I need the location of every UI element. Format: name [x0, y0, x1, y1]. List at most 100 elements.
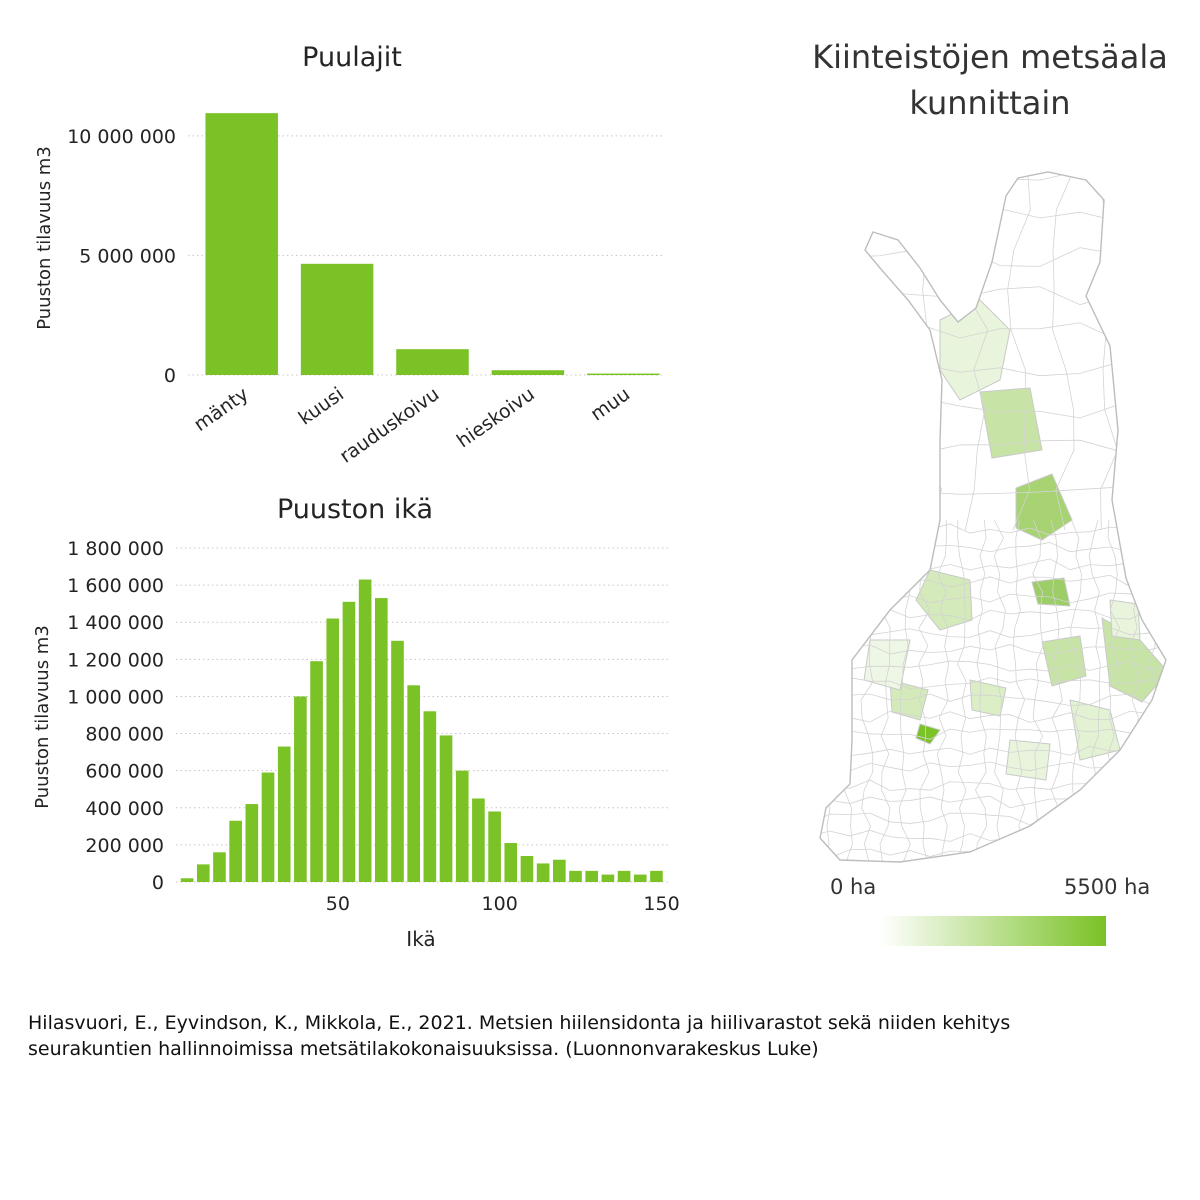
- age-bar-5: [180, 878, 194, 882]
- map-border-line: [1007, 172, 1031, 531]
- age-bar-65: [374, 598, 388, 882]
- map-border-line: [1052, 172, 1075, 531]
- age-bar-110: [520, 856, 534, 882]
- age-bar-150: [650, 870, 663, 882]
- map-border-line: [839, 172, 1161, 189]
- map-border-line: [820, 745, 1166, 757]
- age-y-tick-label: 1 200 000: [67, 649, 164, 671]
- age-bar-55: [342, 601, 356, 882]
- map-border-line: [820, 677, 1166, 690]
- map-region: [1031, 577, 1071, 607]
- age-x-tick-label: 100: [482, 893, 518, 915]
- map-border-line: [1032, 519, 1044, 862]
- age-x-tick-label: 50: [326, 893, 350, 915]
- age-bar-90: [455, 770, 469, 882]
- age-bar-125: [569, 870, 582, 882]
- species-y-axis-label: Puuston tilavuus m3: [34, 146, 55, 330]
- age-bar-95: [472, 798, 485, 882]
- age-bar-115: [536, 863, 550, 882]
- citation-line2: seurakuntien hallinnoimissa metsätilakok…: [28, 1038, 819, 1060]
- species-chart-svg: Puulajit Puuston tilavuus m3 0 5 000 000 1…: [34, 42, 665, 468]
- map-base: [820, 172, 1166, 862]
- species-chart: Puulajit Puuston tilavuus m3 0 5 000 000 1…: [0, 0, 700, 480]
- map-border-line: [974, 519, 988, 862]
- age-bar-130: [585, 870, 599, 882]
- map-region: [969, 679, 1007, 717]
- age-x-ticks: 50 100 150: [326, 893, 680, 915]
- age-chart: Puuston ikä Puuston tilavuus m3 Ikä 0 200…: [0, 480, 700, 980]
- age-y-tick-label: 1 800 000: [67, 538, 164, 560]
- species-y-tick-label: 5 000 000: [79, 245, 176, 267]
- age-y-axis-label: Puuston tilavuus m3: [32, 625, 53, 809]
- map-title: Kiinteistöjen metsäala kunnittain: [780, 34, 1200, 126]
- species-x-label: mänty: [190, 383, 252, 436]
- map-border-line: [805, 520, 816, 862]
- map-region: [1005, 739, 1051, 781]
- age-bar-60: [358, 579, 372, 882]
- age-y-tick-label: 400 000: [85, 798, 164, 820]
- age-bar-25: [245, 804, 259, 882]
- age-y-tick-label: 0: [152, 872, 164, 894]
- species-bar-rauduskoivu: [396, 349, 469, 375]
- finland-outline: [819, 171, 1167, 863]
- map-border-line: [820, 728, 1166, 740]
- citation: Hilasvuori, E., Eyvindson, K., Mikkola, …: [28, 1010, 1178, 1062]
- age-bar-10: [196, 864, 210, 882]
- species-bars: [205, 113, 660, 376]
- age-bar-20: [229, 820, 242, 882]
- age-bar-135: [601, 874, 615, 882]
- map-border-line: [936, 519, 950, 862]
- age-bar-70: [391, 640, 404, 882]
- age-bar-100: [488, 811, 501, 882]
- age-bar-80: [423, 711, 437, 882]
- age-bar-145: [633, 874, 647, 882]
- species-chart-title: Puulajit: [302, 42, 402, 73]
- map-title-line2: kunnittain: [909, 84, 1071, 122]
- species-y-tick-label: 0: [164, 365, 176, 387]
- age-bar-140: [617, 870, 631, 882]
- species-x-label: kuusi: [295, 383, 348, 430]
- age-y-ticks: 0 200 000 400 000 600 000 800 000 1 000 000 1 …: [67, 538, 164, 894]
- age-bar-35: [277, 746, 291, 882]
- species-x-label: hieskoivu: [453, 383, 539, 452]
- age-bar-30: [261, 772, 275, 882]
- age-bar-120: [553, 859, 566, 882]
- legend-max-label: 5500 ha: [1064, 875, 1151, 899]
- age-chart-title: Puuston ikä: [277, 494, 433, 525]
- map-title-line1: Kiinteistöjen metsäala: [812, 38, 1168, 76]
- species-x-label: rauduskoivu: [336, 383, 444, 468]
- map-border-line: [1012, 519, 1026, 862]
- species-bar-kuusi: [300, 263, 374, 375]
- age-bar-50: [326, 618, 340, 882]
- map-border-line: [1164, 519, 1166, 862]
- age-bar-40: [294, 696, 307, 882]
- species-bar-muu: [587, 373, 660, 376]
- citation-line1: Hilasvuori, E., Eyvindson, K., Mikkola, …: [28, 1012, 1011, 1034]
- map-panel: Kiinteistöjen metsäala kunnittain: [780, 0, 1200, 980]
- age-y-tick-label: 800 000: [85, 724, 164, 746]
- age-x-axis-label: Ikä: [406, 927, 435, 951]
- map-border-line: [956, 519, 967, 862]
- map-border-line: [993, 519, 1006, 862]
- map-border-line: [1050, 519, 1063, 862]
- age-y-tick-label: 200 000: [85, 835, 164, 857]
- age-bar-45: [310, 661, 323, 882]
- species-bar-hieskoivu: [491, 370, 565, 375]
- age-chart-svg: Puuston ikä Puuston tilavuus m3 Ikä 0 200…: [32, 494, 680, 951]
- age-bars: [180, 579, 663, 882]
- legend-min-label: 0 ha: [830, 875, 877, 899]
- age-bar-75: [407, 685, 420, 882]
- finland-map: [805, 171, 1167, 863]
- age-bar-15: [213, 852, 226, 882]
- map-region: [979, 387, 1043, 459]
- age-y-tick-label: 1 000 000: [67, 686, 164, 708]
- age-y-tick-label: 600 000: [85, 761, 164, 783]
- age-y-tick-label: 1 400 000: [67, 612, 164, 634]
- age-bar-85: [439, 735, 453, 882]
- species-y-ticks: 0 5 000 000 10 000 000: [67, 126, 176, 387]
- age-x-tick-label: 150: [643, 893, 679, 915]
- map-regions: [805, 172, 1166, 862]
- age-y-tick-label: 1 600 000: [67, 575, 164, 597]
- map-region: [915, 723, 941, 745]
